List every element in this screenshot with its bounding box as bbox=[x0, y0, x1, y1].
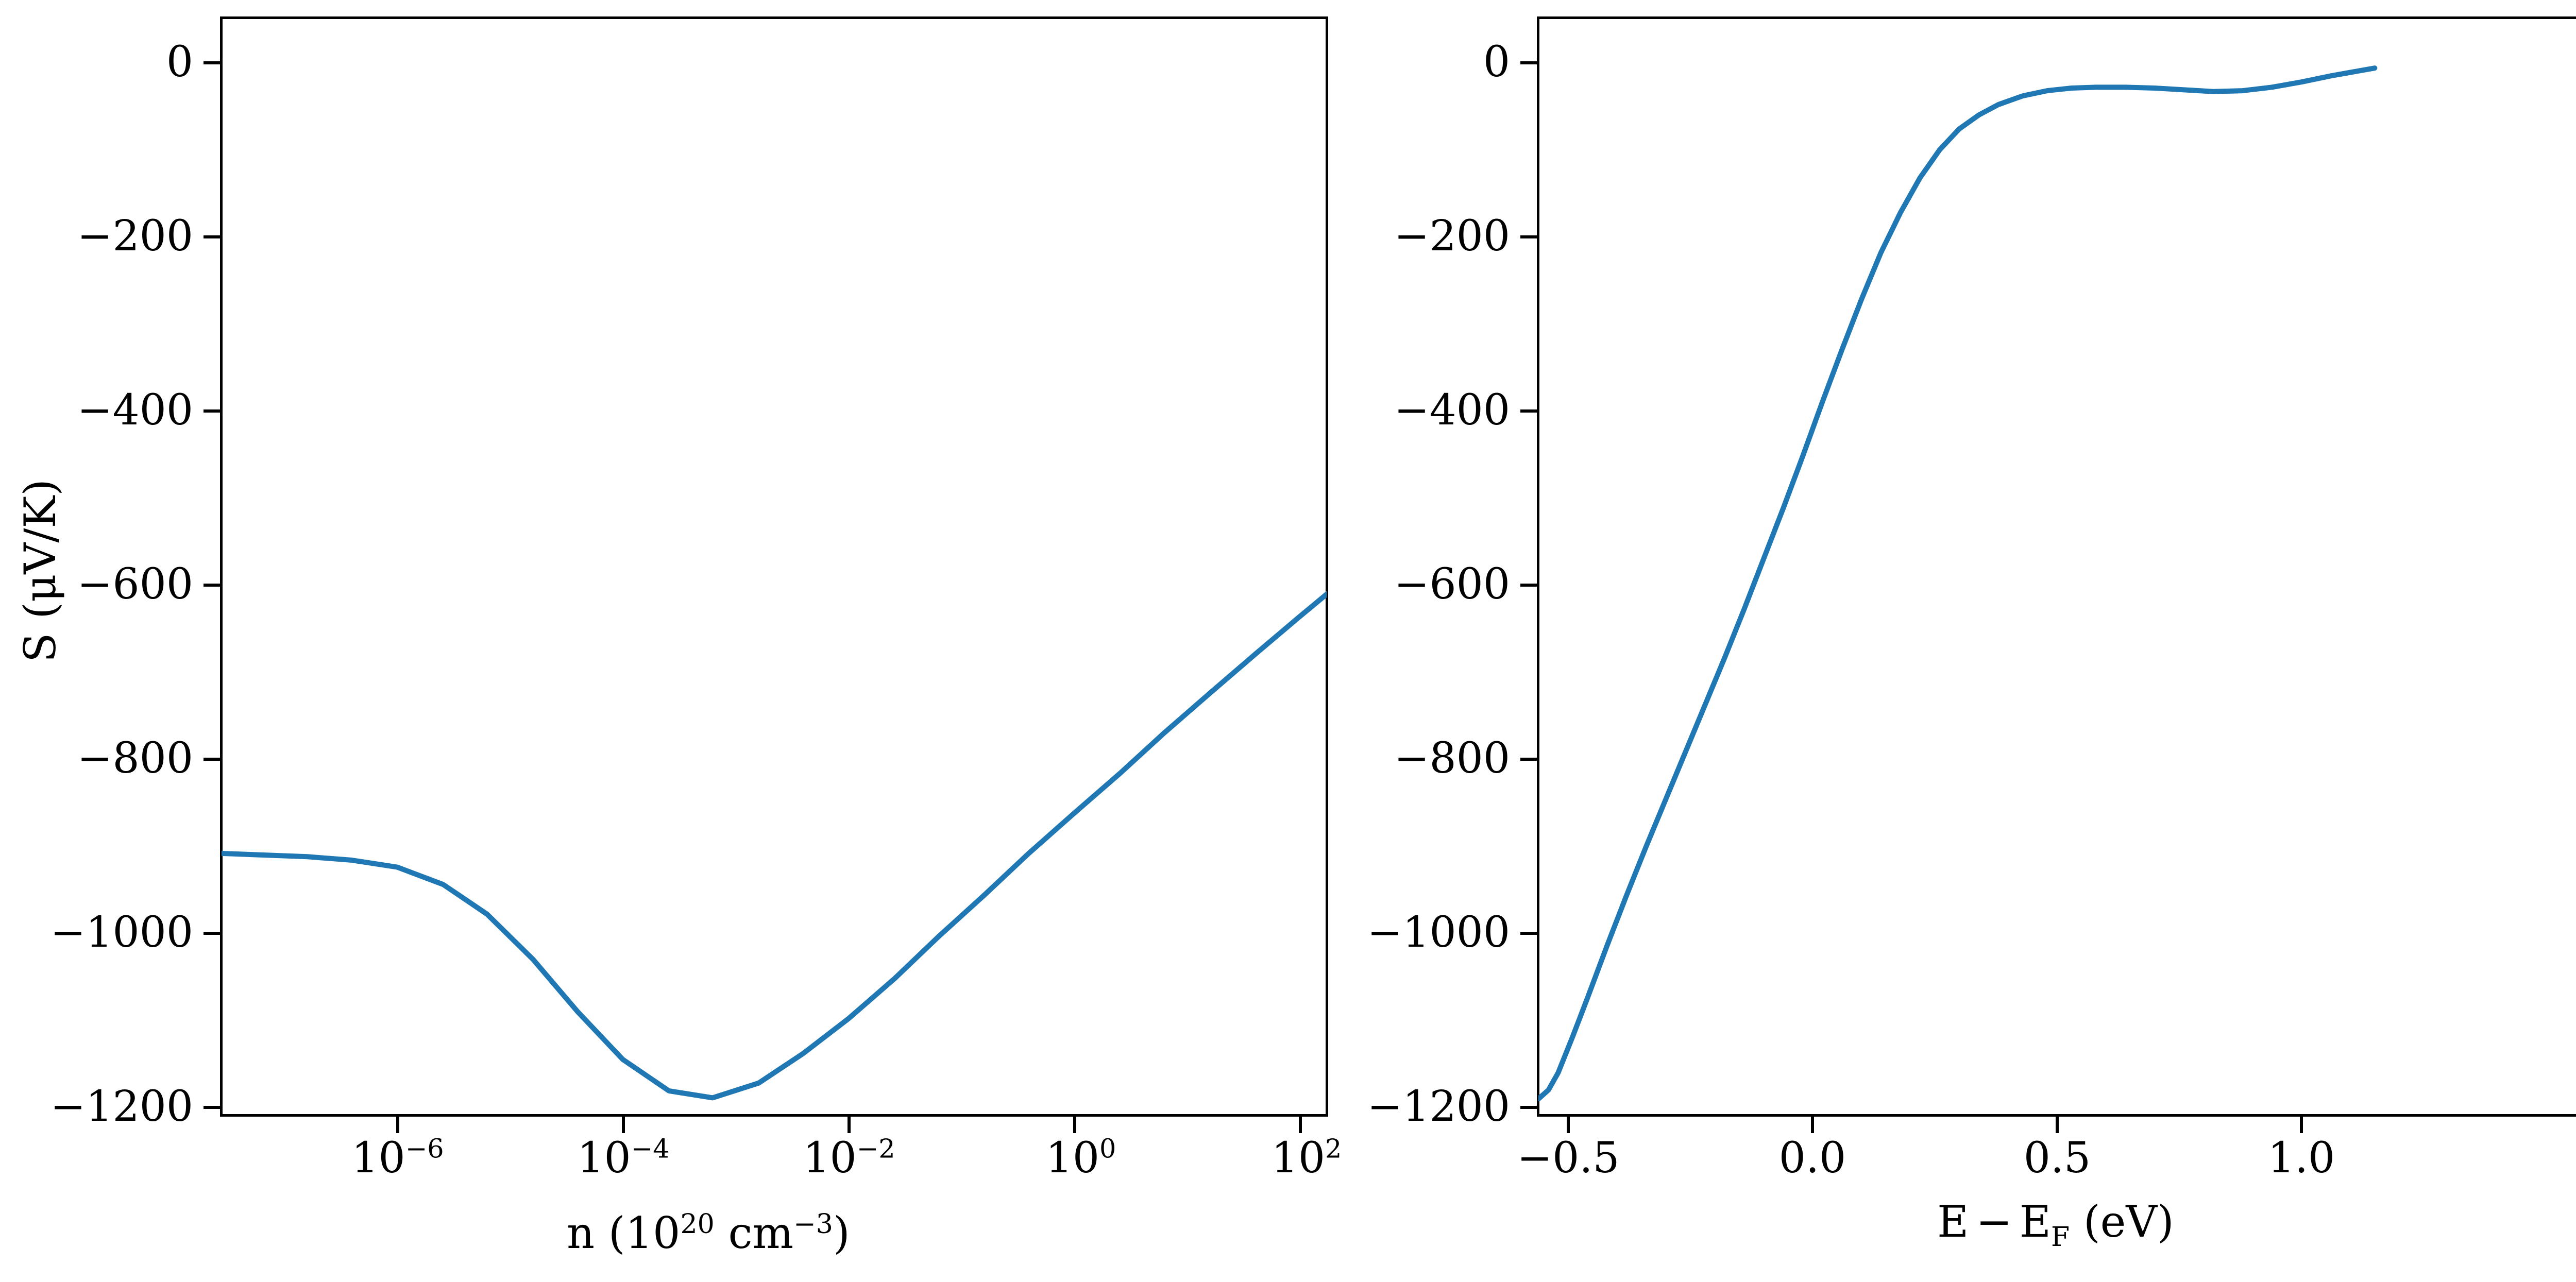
right-ytick-label-200: −200 bbox=[1394, 212, 1510, 261]
right-ytick-label-800: −800 bbox=[1394, 734, 1510, 783]
right-ytick-label-400: −400 bbox=[1394, 386, 1510, 435]
left-ytick-label-1000: −1000 bbox=[50, 908, 193, 957]
left-xtick-label-1e-2: 10−2 bbox=[772, 1133, 926, 1183]
left-xtick-base-4: 10 bbox=[1045, 1134, 1099, 1183]
left-ytick-1000 bbox=[204, 932, 220, 935]
left-xaxis-n: n ( bbox=[567, 1208, 625, 1258]
left-ytick-label-0: 0 bbox=[166, 38, 193, 87]
left-data-curve bbox=[222, 591, 1327, 1101]
right-xaxis-EF-base: E bbox=[2019, 1196, 2052, 1247]
right-ytick-1000 bbox=[1520, 932, 1537, 935]
right-ytick-600 bbox=[1520, 584, 1537, 587]
left-xtick-label-1e-6: 10−6 bbox=[320, 1133, 475, 1183]
left-xtick-label-1e-4: 10−4 bbox=[546, 1133, 701, 1183]
right-xaxis-unit: (eV) bbox=[2070, 1196, 2174, 1247]
left-xaxis-base: 10 bbox=[625, 1208, 681, 1258]
right-xaxis-title: E − EF (eV) bbox=[1937, 1200, 2401, 1251]
right-xtick-05 bbox=[2056, 1117, 2059, 1133]
left-xtick-1e2 bbox=[1299, 1117, 1302, 1133]
right-ytick-0 bbox=[1520, 61, 1537, 64]
right-ytick-400 bbox=[1520, 409, 1537, 413]
left-xtick-base-3: 10 bbox=[803, 1134, 857, 1183]
left-xtick-exp-4: 0 bbox=[1099, 1133, 1116, 1164]
right-xaxis-EF-sub: F bbox=[2051, 1221, 2070, 1253]
right-ytick-label-600: −600 bbox=[1394, 560, 1510, 609]
right-xtick-00 bbox=[1811, 1117, 1814, 1133]
left-ytick-label-600: −600 bbox=[77, 560, 193, 609]
left-xtick-label-1e2: 102 bbox=[1229, 1133, 1384, 1183]
left-xaxis-cm: cm bbox=[714, 1208, 794, 1258]
right-ytick-200 bbox=[1520, 235, 1537, 238]
left-xtick-base-5: 10 bbox=[1271, 1134, 1325, 1183]
right-xtick-label-10: 1.0 bbox=[2267, 1134, 2335, 1183]
left-xtick-1e-6 bbox=[396, 1117, 399, 1133]
right-data-curve bbox=[1538, 65, 2378, 1102]
right-xtick-neg05 bbox=[1567, 1117, 1570, 1133]
left-xaxis-exp: 20 bbox=[680, 1209, 715, 1240]
left-xtick-exp-2: −4 bbox=[631, 1133, 670, 1164]
right-xaxis-E: E bbox=[1937, 1196, 1969, 1247]
left-xtick-1e0 bbox=[1073, 1117, 1076, 1133]
right-ytick-800 bbox=[1520, 758, 1537, 761]
right-ytick-label-1000: −1000 bbox=[1367, 908, 1510, 957]
right-ytick-label-1200: −1200 bbox=[1367, 1082, 1510, 1131]
left-ytick-200 bbox=[204, 235, 220, 238]
right-ytick-1200 bbox=[1520, 1106, 1537, 1109]
left-ytick-label-800: −800 bbox=[77, 734, 193, 783]
left-xtick-base-1: 10 bbox=[351, 1134, 405, 1183]
left-xtick-exp-1: −6 bbox=[405, 1133, 444, 1164]
left-ytick-800 bbox=[204, 758, 220, 761]
left-xaxis-title: n (1020 cm−3) bbox=[567, 1211, 1030, 1255]
left-xtick-1e-2 bbox=[848, 1117, 851, 1133]
right-xtick-label-05: 0.5 bbox=[2023, 1134, 2091, 1183]
left-axes-frame bbox=[220, 16, 1328, 1117]
left-xaxis-cm-exp: −3 bbox=[793, 1209, 833, 1240]
right-axes-frame bbox=[1537, 16, 2576, 1117]
left-ytick-1200 bbox=[204, 1106, 220, 1109]
right-xtick-label-neg05: −0.5 bbox=[1517, 1134, 1620, 1183]
right-xtick-10 bbox=[2300, 1117, 2303, 1133]
left-xaxis-close: ) bbox=[833, 1208, 850, 1258]
left-xtick-base-2: 10 bbox=[577, 1134, 631, 1183]
left-panel: 0 −200 −400 −600 −800 −1000 −1200 S (μV/… bbox=[15, 16, 1342, 1255]
right-xtick-label-00: 0.0 bbox=[1778, 1134, 1846, 1183]
left-xtick-exp-3: −2 bbox=[856, 1133, 895, 1164]
left-ytick-label-200: −200 bbox=[77, 212, 193, 261]
right-ytick-label-0: 0 bbox=[1483, 38, 1510, 87]
left-ytick-label-400: −400 bbox=[77, 386, 193, 435]
left-ytick-0 bbox=[204, 61, 220, 64]
left-ytick-600 bbox=[204, 584, 220, 587]
left-ytick-label-1200: −1200 bbox=[50, 1082, 193, 1131]
right-xaxis-minus: − bbox=[1976, 1196, 2012, 1247]
left-ytick-400 bbox=[204, 409, 220, 413]
left-xtick-1e-4 bbox=[622, 1117, 625, 1133]
left-xtick-label-1e0: 100 bbox=[1004, 1133, 1158, 1183]
left-xtick-exp-5: 2 bbox=[1325, 1133, 1342, 1164]
